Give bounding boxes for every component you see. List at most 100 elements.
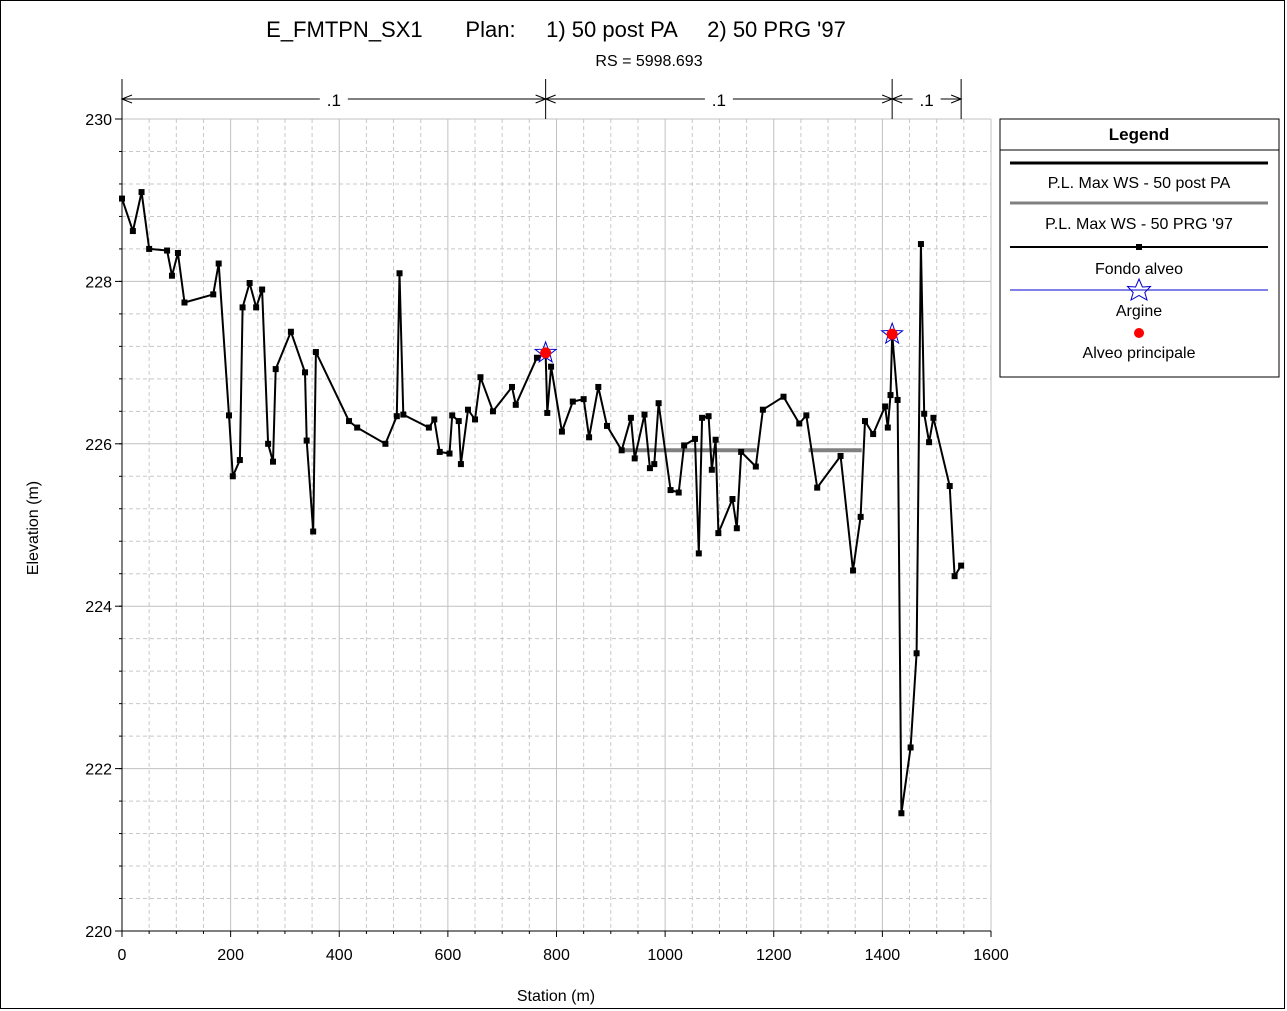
ground-point xyxy=(759,406,766,413)
ground-point xyxy=(850,567,857,574)
ground-point xyxy=(861,418,868,425)
x-tick-label: 400 xyxy=(326,947,353,964)
ground-point xyxy=(446,450,453,457)
ground-point xyxy=(455,418,462,425)
ground-point xyxy=(400,411,407,418)
ground-point xyxy=(651,461,658,468)
ground-point xyxy=(310,528,317,535)
x-tick-label: 800 xyxy=(543,947,570,964)
ground-point xyxy=(913,650,920,657)
ground-point xyxy=(627,414,634,421)
legend-entry-prg97: P.L. Max WS - 50 PRG '97 xyxy=(1045,216,1233,233)
bank-station-point xyxy=(886,328,898,340)
x-tick-label: 600 xyxy=(435,947,462,964)
ground-point xyxy=(917,241,924,248)
ground-point xyxy=(882,403,889,410)
ground-point xyxy=(752,463,759,470)
ground-point xyxy=(705,413,712,420)
legend-marker-fondo xyxy=(1136,244,1142,250)
ground-point xyxy=(946,483,953,490)
ground-point xyxy=(508,383,515,390)
ground-point xyxy=(246,280,253,287)
y-tick-label: 226 xyxy=(85,437,112,454)
x-tick-label: 1600 xyxy=(973,947,1009,964)
ground-point xyxy=(595,383,602,390)
ground-point xyxy=(259,286,266,293)
y-tick-label: 220 xyxy=(85,924,112,941)
ground-point xyxy=(382,440,389,447)
ground-point xyxy=(431,416,438,423)
legend-star-icon xyxy=(1126,277,1152,302)
ground-point xyxy=(631,455,638,462)
manning-n-brackets: .1 .1 .1 xyxy=(120,79,963,119)
ground-point xyxy=(921,410,928,417)
manning-arrowhead xyxy=(890,94,903,104)
ground-point xyxy=(236,457,243,464)
ground-point xyxy=(580,396,587,403)
legend-entry-fondo: Fondo alveo xyxy=(1095,261,1183,278)
ground-point xyxy=(894,396,901,403)
x-tick-label: 0 xyxy=(118,947,127,964)
ground-point xyxy=(449,412,456,419)
ground-point xyxy=(477,374,484,381)
ground-point xyxy=(569,398,576,405)
bank-station-point xyxy=(540,347,552,359)
ground-point xyxy=(472,416,479,423)
ground-point xyxy=(618,447,625,454)
ground-point xyxy=(354,424,361,431)
ground-point xyxy=(210,291,217,298)
ground-point xyxy=(272,366,279,373)
ground-point xyxy=(857,513,864,520)
ground-point xyxy=(164,247,171,254)
ground-point xyxy=(229,473,236,480)
ground-point xyxy=(646,465,653,472)
ground-point xyxy=(667,487,674,494)
x-tick-label: 1200 xyxy=(756,947,792,964)
ground-point xyxy=(544,409,551,416)
ground-point xyxy=(930,414,937,421)
ground-point xyxy=(393,413,400,420)
ground-point xyxy=(898,810,905,817)
ground-point xyxy=(780,393,787,400)
x-tick-label: 1400 xyxy=(865,947,901,964)
manning-arrowhead xyxy=(950,94,963,104)
ground-point xyxy=(837,452,844,459)
ground-point xyxy=(733,525,740,532)
ground-point xyxy=(887,392,894,399)
legend-marker-alveo xyxy=(1134,328,1144,338)
ground-point xyxy=(533,354,540,361)
ground-point xyxy=(239,304,246,311)
ground-point xyxy=(604,422,611,429)
ground-point xyxy=(302,369,309,376)
ground-point xyxy=(926,439,933,446)
ground-point xyxy=(814,484,821,491)
ground-point xyxy=(129,228,136,235)
legend: Legend P.L. Max WS - 50 post PA P.L. Max… xyxy=(999,118,1280,378)
ground-point xyxy=(675,489,682,496)
x-axis-label: Station (m) xyxy=(517,988,595,1005)
legend-entry-argine: Argine xyxy=(1116,303,1162,320)
ground-point xyxy=(558,428,565,435)
ground-point xyxy=(681,442,688,449)
y-tick-label: 228 xyxy=(85,274,112,291)
ground-point xyxy=(586,434,593,441)
ground-point xyxy=(168,272,175,279)
ground-point xyxy=(396,270,403,277)
ground-point xyxy=(303,437,310,444)
ground-point xyxy=(253,304,260,311)
ground-point xyxy=(738,448,745,455)
ground-point xyxy=(715,530,722,537)
ground-point xyxy=(138,189,145,196)
ground-point xyxy=(796,420,803,427)
ground-point xyxy=(464,406,471,413)
ground-point xyxy=(803,412,810,419)
ground-point xyxy=(425,424,432,431)
legend-entry-alveo: Alveo principale xyxy=(1083,345,1196,362)
y-tick-label: 230 xyxy=(85,112,112,129)
ground-point xyxy=(346,418,353,425)
manning-arrowhead xyxy=(544,94,556,104)
manning-n-label: .1 xyxy=(712,91,726,110)
grid xyxy=(121,118,992,932)
